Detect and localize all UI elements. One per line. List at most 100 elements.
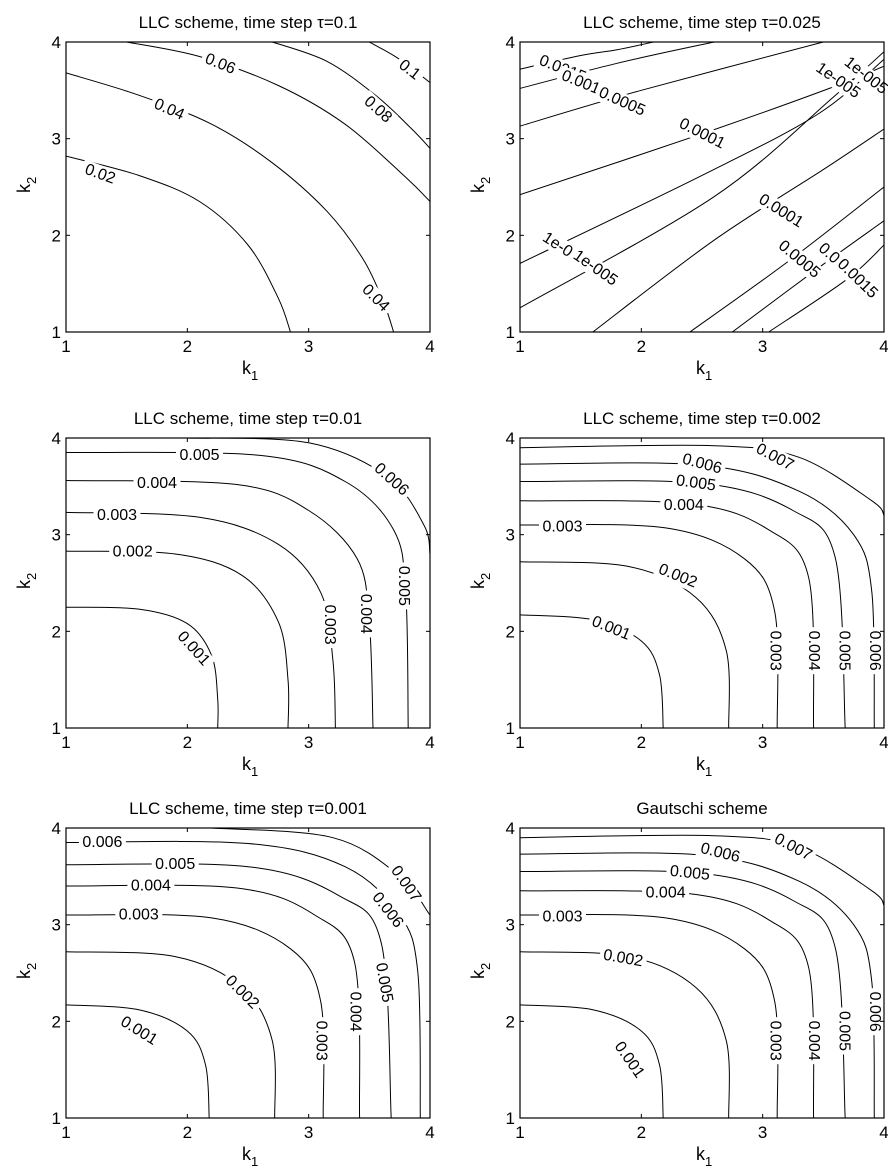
contour-label-bg xyxy=(311,1017,330,1065)
contour-line-0.002 xyxy=(520,561,730,728)
x-tick-label: 1 xyxy=(515,733,524,752)
contour-label-bg xyxy=(218,969,265,1016)
contour-line-0.001 xyxy=(66,606,219,728)
contour-line-0.001 xyxy=(66,1004,210,1118)
contour-label-bg xyxy=(676,449,728,479)
contour-label-bg xyxy=(320,601,339,649)
contour-label-bg xyxy=(357,90,399,130)
x-tick-label: 3 xyxy=(758,733,767,752)
y-axis-label: k2 xyxy=(468,963,493,979)
contour-line-0.003 xyxy=(66,511,336,728)
contour-label: 0.0005 xyxy=(775,237,823,282)
contour-line-0.06 xyxy=(126,42,430,202)
contour-label-bg xyxy=(392,53,427,87)
contour-labels: 0.0010.0020.0030.0030.0040.0040.0050.005… xyxy=(539,828,884,1085)
contour-label-group: 0.007 xyxy=(768,828,818,867)
contour-label-group: 0.003 xyxy=(765,1017,784,1065)
contour-line-0.001 xyxy=(520,614,664,728)
contour-label-bg xyxy=(176,446,223,465)
contour-line-0.08 xyxy=(272,42,430,149)
x-axis-label: k1 xyxy=(242,358,258,383)
contour-label-bg xyxy=(752,188,810,234)
contour-label-group: 0.002 xyxy=(218,969,265,1016)
contour-label-group: 0.0015 xyxy=(831,253,884,305)
contour-label-bg xyxy=(660,496,708,515)
y-tick-label: 4 xyxy=(506,819,515,838)
contour-label-bg xyxy=(567,244,624,292)
contour-label: 0.005 xyxy=(836,631,853,671)
contour-label-bg xyxy=(365,886,410,935)
y-axis-label: k2 xyxy=(468,177,493,193)
contour-label-bg xyxy=(592,82,651,122)
y-tick-label: 4 xyxy=(52,33,61,52)
contour-label: 0.004 xyxy=(805,1021,822,1061)
contour-label-bg xyxy=(642,883,690,902)
contour-label: 0.003 xyxy=(766,631,783,671)
y-tick-label: 2 xyxy=(52,622,61,641)
contour-label-group: 0.004 xyxy=(127,877,175,895)
contour-label-group: 0.006 xyxy=(865,627,884,675)
x-tick-label: 2 xyxy=(183,337,192,356)
contour-label-bg xyxy=(598,945,648,972)
contour-label: 0.002 xyxy=(602,947,644,971)
contour-label-group: 0.006 xyxy=(78,833,126,852)
contour-label: 0.004 xyxy=(137,475,177,492)
contour-line-0.04 xyxy=(66,72,395,332)
contour-label-group: 0.02 xyxy=(78,159,122,190)
contour-label-bg xyxy=(768,828,818,867)
contour-label: 0.001 xyxy=(589,613,633,644)
contour-line-0.006 xyxy=(187,438,430,555)
contour-labels: 0.00150.0010.00050.00011e-0051e-0051e-00… xyxy=(533,50,888,305)
contour-label-bg xyxy=(749,438,800,477)
contour-label-bg xyxy=(109,543,157,562)
contour-label-bg xyxy=(147,93,191,126)
contour-label-group: 0.006 xyxy=(367,457,415,503)
contour-line-0.0001 xyxy=(592,128,884,332)
contour-line-0.005 xyxy=(66,451,409,728)
contour-label-group: 0.005 xyxy=(176,446,223,465)
contour-label-group: 1e-005 xyxy=(567,244,624,292)
contour-label: 0.006 xyxy=(866,631,883,671)
y-tick-label: 4 xyxy=(52,429,61,448)
contour-label-bg xyxy=(835,627,853,675)
y-tick-label: 3 xyxy=(52,526,61,545)
contour-label: 0.006 xyxy=(866,992,883,1032)
y-tick-label: 1 xyxy=(506,719,515,738)
y-axis-label: k2 xyxy=(14,963,39,979)
y-tick-label: 1 xyxy=(52,323,61,342)
y-tick-label: 2 xyxy=(52,226,61,245)
contour-label-group: 0.007 xyxy=(749,438,800,477)
chart-panel-2: 0.00150.0010.00050.00011e-0051e-0051e-00… xyxy=(468,13,888,383)
contour-label-bg xyxy=(127,877,175,895)
contour-label-group: 0.001 xyxy=(585,611,637,646)
plot-frame xyxy=(519,437,885,729)
contour-label-group: 0.1 xyxy=(392,53,427,87)
x-tick-label: 1 xyxy=(515,1123,524,1142)
contour-line-0.0005 xyxy=(689,186,884,332)
contour-line-0.002 xyxy=(66,951,276,1118)
y-tick-label: 2 xyxy=(52,1012,61,1031)
chart-title: Gautschi scheme xyxy=(636,799,767,818)
contour-label: 0.003 xyxy=(766,1021,783,1061)
contour-label: 0.005 xyxy=(675,472,717,494)
x-tick-label: 3 xyxy=(304,733,313,752)
contour-label-group: 0.002 xyxy=(598,945,648,972)
contour-label: 0.004 xyxy=(646,884,686,901)
plot-frame xyxy=(65,41,431,333)
contour-label: 0.005 xyxy=(395,566,412,606)
contour-label: 0.006 xyxy=(368,889,406,931)
contour-label-bg xyxy=(555,65,606,100)
contour-label-bg xyxy=(695,838,746,868)
chart-panel-3: 0.0010.0020.0030.0030.0040.0040.0050.005… xyxy=(14,409,435,779)
contour-label-bg xyxy=(370,957,397,1008)
contour-labels: 0.0010.0020.0030.0030.0040.0040.0050.005… xyxy=(93,446,415,673)
contour-label-bg xyxy=(93,506,141,525)
contour-label-group: 0.06 xyxy=(198,48,242,80)
contour-label-bg xyxy=(865,988,884,1036)
contour-lines xyxy=(66,438,430,728)
contour-label-bg xyxy=(198,48,242,80)
y-tick-label: 1 xyxy=(52,1109,61,1128)
contour-label: 0.005 xyxy=(669,863,711,884)
contour-label-bg xyxy=(355,278,396,319)
